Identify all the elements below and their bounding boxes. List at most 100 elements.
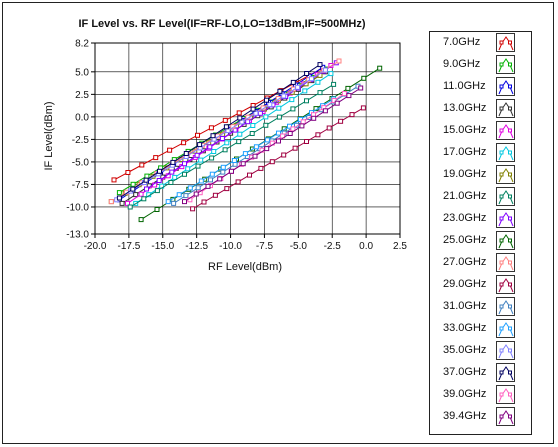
data-point — [329, 72, 333, 76]
data-point — [337, 59, 341, 63]
legend-item[interactable]: 39.0GHz — [430, 384, 531, 406]
legend-swatch-icon — [496, 275, 515, 294]
data-point — [288, 132, 292, 136]
legend-item[interactable]: 37.0GHz — [430, 362, 531, 384]
legend-item[interactable]: 27.0GHz — [430, 252, 531, 274]
data-point — [246, 120, 250, 124]
legend-swatch-icon — [496, 143, 515, 162]
legend-item[interactable]: 13.0GHz — [430, 98, 531, 120]
legend-label: 21.0GHz — [443, 190, 486, 202]
legend-swatch-icon — [496, 99, 515, 118]
legend-label: 23.0GHz — [443, 212, 486, 224]
data-point — [208, 145, 212, 149]
data-point — [126, 171, 130, 175]
data-point — [259, 166, 263, 170]
data-point — [323, 109, 327, 113]
legend-item[interactable]: 29.0GHz — [430, 274, 531, 296]
data-point — [347, 94, 351, 98]
y-tick-label: -13.0 — [66, 230, 89, 241]
legend-label: 39.4GHz — [443, 410, 486, 422]
x-tick-label: -20.0 — [84, 241, 107, 252]
data-point — [117, 196, 121, 200]
legend-item[interactable]: 7.0GHz — [430, 32, 531, 54]
data-point — [278, 89, 282, 93]
legend-swatch-icon — [496, 297, 515, 316]
legend-label: 25.0GHz — [443, 234, 486, 246]
data-point — [221, 165, 225, 169]
data-point — [155, 208, 159, 212]
data-point — [270, 160, 274, 164]
data-point — [131, 187, 135, 191]
legend-item[interactable]: 23.0GHz — [430, 208, 531, 230]
legend-swatch-icon — [496, 165, 515, 184]
legend-item[interactable]: 21.0GHz — [430, 186, 531, 208]
x-tick-label: -10.0 — [219, 241, 242, 252]
data-point — [218, 177, 222, 181]
data-point — [237, 111, 241, 115]
data-point — [230, 169, 234, 173]
data-point — [144, 178, 148, 182]
data-point — [182, 141, 186, 145]
data-point — [305, 99, 309, 103]
legend-item[interactable]: 15.0GHz — [430, 120, 531, 142]
legend-label: 35.0GHz — [443, 344, 486, 356]
legend-swatch-icon — [496, 363, 515, 382]
x-tick-label: -12.5 — [185, 241, 208, 252]
data-point — [220, 137, 224, 141]
legend-label: 17.0GHz — [443, 146, 486, 158]
legend-item[interactable]: 31.0GHz — [430, 296, 531, 318]
y-tick-label: -7.5 — [72, 180, 90, 191]
data-point — [264, 115, 268, 119]
data-point — [332, 82, 336, 86]
data-point — [342, 92, 346, 96]
data-point — [188, 186, 192, 190]
data-point — [291, 80, 295, 84]
legend-item[interactable]: 17.0GHz — [430, 142, 531, 164]
data-point — [251, 107, 255, 111]
data-point — [300, 124, 304, 128]
data-point — [170, 170, 174, 174]
data-point — [282, 94, 286, 98]
legend-item[interactable]: 33.0GHz — [430, 318, 531, 340]
data-point — [277, 139, 281, 143]
data-point — [316, 80, 320, 84]
data-point — [316, 133, 320, 137]
legend-item[interactable]: 9.0GHz — [430, 54, 531, 76]
legend-item[interactable]: 11.0GHz — [430, 76, 531, 98]
data-point — [346, 86, 350, 90]
legend-swatch-icon — [496, 231, 515, 250]
data-point — [305, 140, 309, 144]
data-point — [225, 187, 229, 191]
data-point — [339, 119, 343, 123]
data-point — [183, 172, 187, 176]
data-point — [248, 173, 252, 177]
y-tick-label: -5.0 — [72, 157, 90, 168]
legend-label: 15.0GHz — [443, 124, 486, 136]
legend-item[interactable]: 25.0GHz — [430, 230, 531, 252]
data-point — [264, 123, 268, 127]
legend-item[interactable]: 35.0GHz — [430, 340, 531, 362]
data-point — [318, 63, 322, 67]
y-tick-label: 2.5 — [75, 90, 89, 101]
x-tick-label: -17.5 — [117, 241, 140, 252]
legend-item[interactable]: 19.0GHz — [430, 164, 531, 186]
data-point — [128, 205, 132, 209]
data-point — [117, 191, 121, 195]
data-point — [169, 181, 173, 185]
y-tick-label: 5.0 — [75, 67, 89, 78]
data-point — [265, 138, 269, 142]
data-point — [232, 159, 236, 163]
data-point — [212, 150, 216, 154]
data-point — [253, 154, 257, 158]
data-point — [236, 180, 240, 184]
data-point — [191, 207, 195, 211]
legend-label: 39.0GHz — [443, 388, 486, 400]
data-point — [224, 125, 228, 129]
data-point — [282, 153, 286, 157]
legend-item[interactable]: 39.4GHz — [430, 406, 531, 428]
legend-label: 29.0GHz — [443, 278, 486, 290]
data-point — [237, 140, 241, 144]
data-point — [112, 178, 116, 182]
x-tick-label: 0.0 — [359, 241, 373, 252]
data-point — [196, 164, 200, 168]
